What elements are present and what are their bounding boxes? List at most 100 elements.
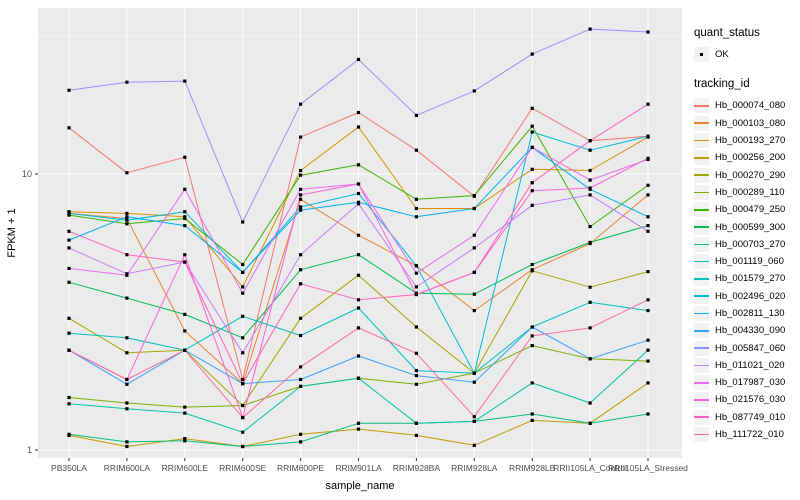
series-label: Hb_011021_020 [715,359,785,371]
x-tick-label: RRII105LA_Stressed [608,463,688,473]
data-point [414,197,418,201]
series-label: Hb_000703_270 [715,238,786,250]
data-point [183,329,187,333]
data-point [299,440,303,444]
data-point [472,89,476,93]
legend-entry-tracking: Hb_021576_030 [694,391,785,408]
data-point [414,382,418,386]
series-color-key [694,98,709,114]
data-point [588,240,592,244]
data-point [241,291,245,295]
data-point [125,407,129,411]
data-point [588,300,592,304]
data-point [472,246,476,250]
data-point [646,381,650,385]
series-line-icon [694,381,709,384]
data-point [299,173,303,177]
series-label: Hb_000256_200 [715,152,786,164]
data-point [646,412,650,416]
data-point [530,203,534,207]
data-point [125,401,129,405]
data-point [588,186,592,190]
legend-title-tracking-id: tracking_id [694,78,750,91]
data-point [241,377,245,382]
series-color-key [694,409,709,425]
legend-entry-tracking: Hb_000103_080 [694,115,785,132]
data-point [588,421,592,425]
series-color-key [694,133,709,149]
series-color-key [694,236,709,252]
data-point [356,427,361,431]
series-line-icon [694,399,709,401]
data-point [241,444,245,449]
data-point [414,285,418,289]
series-color-key [694,184,709,200]
data-point [125,171,129,175]
data-point [646,30,650,34]
y-tick-label: 1 [27,445,32,455]
data-point [588,357,592,361]
data-point [414,421,418,425]
data-point [241,314,245,318]
x-tick-label: RRIM928LB [509,463,556,473]
data-point [356,326,361,330]
data-point [67,238,71,242]
series-label: Hb_000193_270 [715,135,786,147]
series-color-key [694,427,709,443]
series-label: Hb_017987_030 [715,377,786,389]
x-tick-label: RRIM600LA [104,463,151,473]
data-point [67,229,71,233]
data-point [299,168,303,173]
data-point [588,178,592,182]
data-point [356,376,361,380]
series-line-icon [694,105,709,107]
data-point [299,384,303,388]
x-tick-label: PB350LA [51,463,87,473]
data-point [646,193,650,197]
series-line-icon [694,226,709,228]
data-point [299,253,303,257]
data-point [125,273,129,277]
data-point [125,218,129,222]
data-point [125,296,129,300]
series-label: Hb_000599_300 [715,221,786,233]
data-point [646,183,650,187]
data-point [472,206,476,211]
series-label: Hb_002496_020 [715,290,786,302]
legend-entry-tracking: Hb_002496_020 [694,288,785,305]
legend-entry-tracking: Hb_000703_270 [694,236,785,253]
x-tick-label: RRIM600SE [219,463,267,473]
x-tick-label: RRIM600PE [277,463,325,473]
data-point [125,216,129,221]
legend-title-quant-status: quant_status [694,27,760,39]
data-point [588,225,592,229]
data-point [530,325,534,329]
data-point [356,125,361,129]
data-point [183,155,187,159]
data-point [472,415,476,419]
data-point [299,365,303,369]
legend-label-ok: OK [715,49,729,61]
legend-entry-tracking: Hb_000479_250 [694,201,785,218]
data-point [530,106,534,110]
series-color-key [694,271,709,287]
series-line-icon [694,295,709,298]
data-point [356,57,361,62]
data-point [183,215,187,219]
data-point [356,253,361,257]
data-point [356,306,361,310]
legend-entry-quant-ok: OK [694,46,785,63]
data-point [472,233,476,237]
series-line-icon [694,312,709,315]
data-point [588,285,592,289]
series-label: Hb_087749_010 [715,411,786,423]
data-point [241,382,245,386]
data-point [588,139,592,143]
data-point [241,270,245,274]
series-color-key [694,323,709,339]
data-point [530,344,534,348]
data-point [356,233,361,237]
data-point [241,351,245,355]
legend-entry-tracking: Hb_004330_090 [694,322,785,339]
series-label: Hb_004330_090 [715,325,786,337]
